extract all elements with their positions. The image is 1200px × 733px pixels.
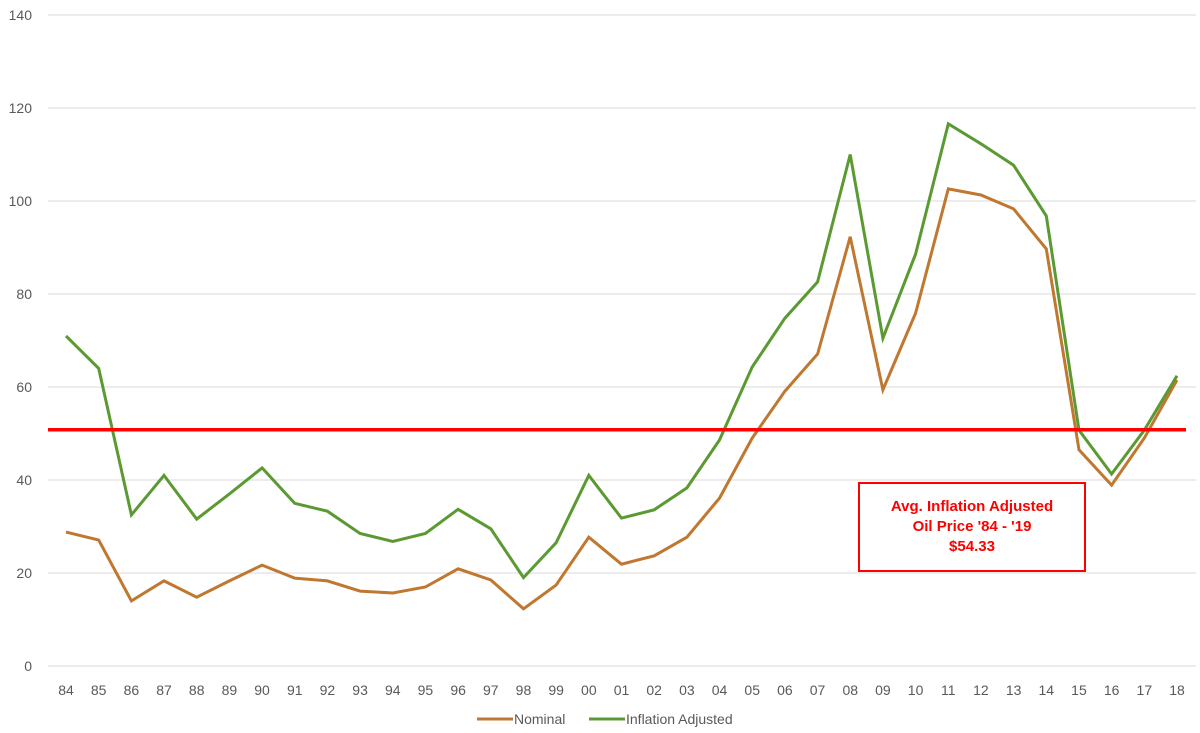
- x-tick-label: 08: [842, 682, 858, 698]
- y-tick-label: 140: [9, 7, 33, 23]
- y-tick-label: 0: [24, 658, 32, 674]
- y-tick-label: 120: [9, 100, 33, 116]
- x-tick-label: 92: [320, 682, 336, 698]
- x-tick-label: 90: [254, 682, 270, 698]
- x-tick-label: 11: [941, 682, 956, 698]
- x-tick-label: 10: [908, 682, 924, 698]
- y-tick-label: 40: [16, 472, 32, 488]
- y-tick-label: 20: [16, 565, 32, 581]
- annotation-line-3: $54.33: [949, 538, 995, 555]
- y-axis-ticks: 0 20 40 60 80 100 120 140: [9, 7, 33, 674]
- y-tick-label: 60: [16, 379, 32, 395]
- x-tick-label: 09: [875, 682, 891, 698]
- x-tick-label: 13: [1006, 682, 1022, 698]
- x-tick-label: 06: [777, 682, 793, 698]
- y-tick-label: 80: [16, 286, 32, 302]
- annotation-line-2: Oil Price '84 - '19: [912, 518, 1032, 535]
- x-tick-label: 88: [189, 682, 205, 698]
- x-tick-label: 15: [1071, 682, 1087, 698]
- series-line-nominal: [65, 187, 1179, 611]
- x-tick-label: 99: [548, 682, 564, 698]
- x-tick-label: 95: [418, 682, 434, 698]
- x-tick-label: 98: [516, 682, 532, 698]
- x-tick-label: 16: [1104, 682, 1120, 698]
- y-tick-label: 100: [9, 193, 33, 209]
- gridlines: [48, 14, 1196, 667]
- legend: Nominal Inflation Adjusted: [477, 711, 733, 727]
- average-price-annotation: Avg. Inflation Adjusted Oil Price '84 - …: [858, 482, 1086, 572]
- x-tick-label: 12: [973, 682, 989, 698]
- series-lines: [64, 121, 1179, 611]
- x-tick-label: 84: [58, 682, 74, 698]
- legend-label-inflation-adjusted: Inflation Adjusted: [626, 711, 733, 727]
- x-tick-label: 05: [744, 682, 760, 698]
- x-axis-ticks: 84 85 86 87 88 89 90 91 92 93 94 95 96 97 98 99 00 01 02 03…: [58, 682, 1185, 698]
- x-tick-label: 89: [222, 682, 238, 698]
- x-tick-label: 00: [581, 682, 597, 698]
- x-tick-label: 04: [712, 682, 728, 698]
- x-tick-label: 86: [124, 682, 140, 698]
- series-line-inflation-adjusted: [64, 121, 1179, 581]
- x-tick-label: 93: [352, 682, 368, 698]
- x-tick-label: 87: [156, 682, 172, 698]
- x-tick-label: 17: [1137, 682, 1153, 698]
- x-tick-label: 14: [1039, 682, 1055, 698]
- legend-label-nominal: Nominal: [514, 711, 565, 727]
- x-tick-label: 97: [483, 682, 499, 698]
- x-tick-label: 18: [1169, 682, 1185, 698]
- annotation-line-1: Avg. Inflation Adjusted: [890, 498, 1054, 515]
- x-tick-label: 01: [614, 682, 630, 698]
- x-tick-label: 94: [385, 682, 401, 698]
- x-tick-label: 02: [646, 682, 662, 698]
- x-tick-label: 85: [91, 682, 107, 698]
- x-tick-label: 07: [810, 682, 826, 698]
- x-tick-label: 03: [679, 682, 695, 698]
- x-tick-label: 96: [450, 682, 466, 698]
- x-tick-label: 91: [287, 682, 303, 698]
